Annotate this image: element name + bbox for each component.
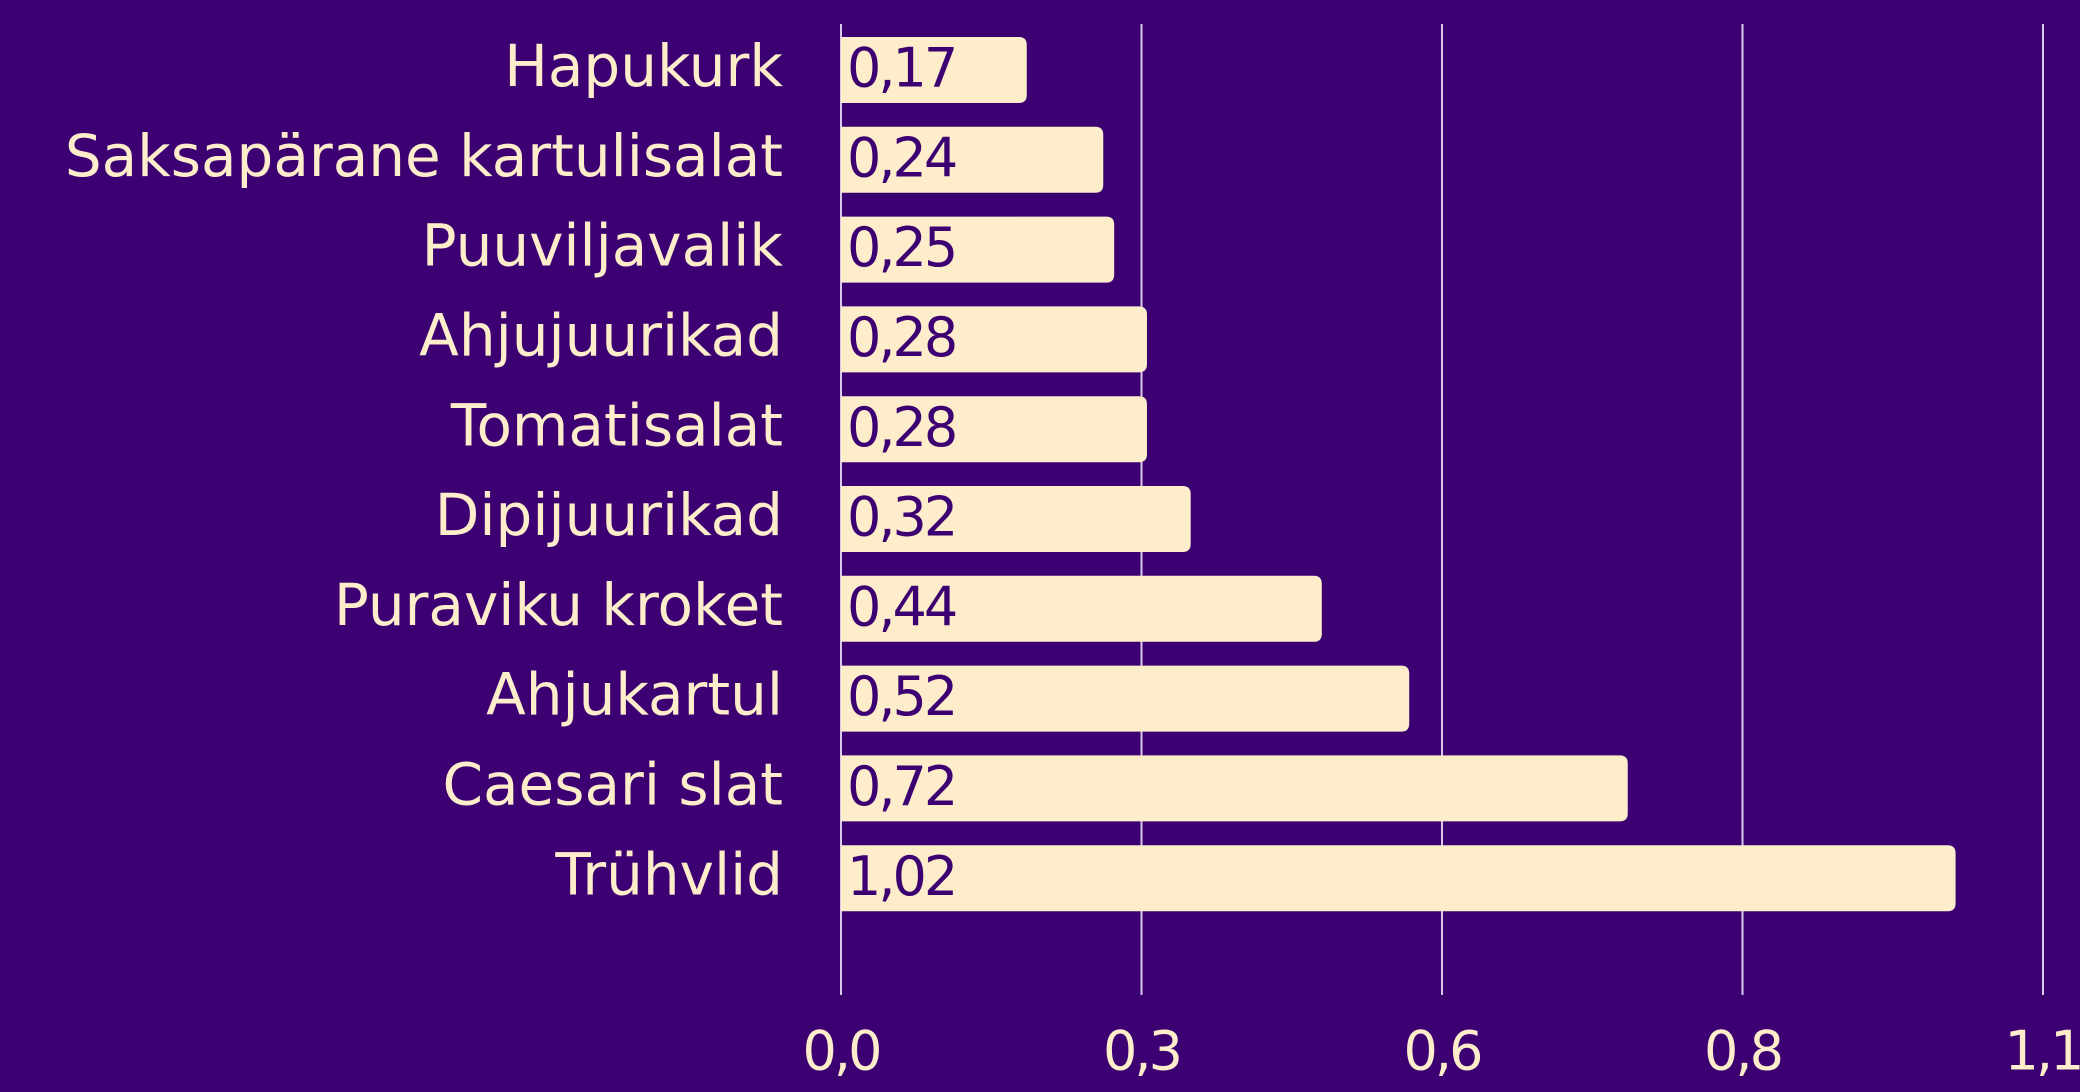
data-label: 0,28 bbox=[847, 306, 955, 369]
data-label: 1,02 bbox=[847, 845, 955, 908]
bar bbox=[841, 216, 1115, 283]
data-label: 0,44 bbox=[847, 575, 956, 638]
y-tick-label: Saksapärane kartulisalat bbox=[65, 122, 783, 190]
y-tick-label: Tomatisalat bbox=[450, 391, 783, 459]
data-label: 0,72 bbox=[847, 755, 955, 818]
y-tick-label: Trühvlid bbox=[554, 840, 783, 908]
bar bbox=[841, 396, 1147, 463]
y-tick-label: Puuviljavalik bbox=[422, 212, 784, 280]
y-tick-label: Caesari slat bbox=[443, 751, 784, 819]
x-tick-label: 0,8 bbox=[1704, 1020, 1781, 1083]
y-tick-label: Hapukurk bbox=[504, 32, 783, 100]
x-tick-label: 0,0 bbox=[803, 1020, 880, 1083]
x-tick-label: 0,3 bbox=[1103, 1020, 1180, 1083]
x-tick-label: 0,6 bbox=[1404, 1020, 1481, 1083]
y-tick-label: Puraviku kroket bbox=[334, 571, 783, 639]
data-label: 0,24 bbox=[847, 126, 956, 189]
bar bbox=[841, 126, 1104, 193]
data-label: 0,52 bbox=[847, 665, 955, 728]
bar bbox=[841, 755, 1628, 822]
bar bbox=[841, 665, 1410, 732]
data-label: 0,28 bbox=[847, 396, 955, 459]
bar bbox=[841, 37, 1027, 103]
bar bbox=[841, 845, 1956, 912]
y-tick-label: Ahjujuurikad bbox=[419, 302, 783, 370]
y-tick-label: Dipijuurikad bbox=[435, 481, 783, 549]
y-tick-label: Ahjukartul bbox=[486, 661, 783, 729]
data-label: 0,17 bbox=[847, 37, 955, 100]
data-label: 0,25 bbox=[847, 216, 955, 279]
data-label: 0,32 bbox=[847, 486, 955, 549]
bar bbox=[841, 575, 1322, 642]
bar bbox=[841, 306, 1147, 373]
bar bbox=[841, 486, 1191, 552]
x-tick-label: 1,1 bbox=[2005, 1020, 2080, 1083]
